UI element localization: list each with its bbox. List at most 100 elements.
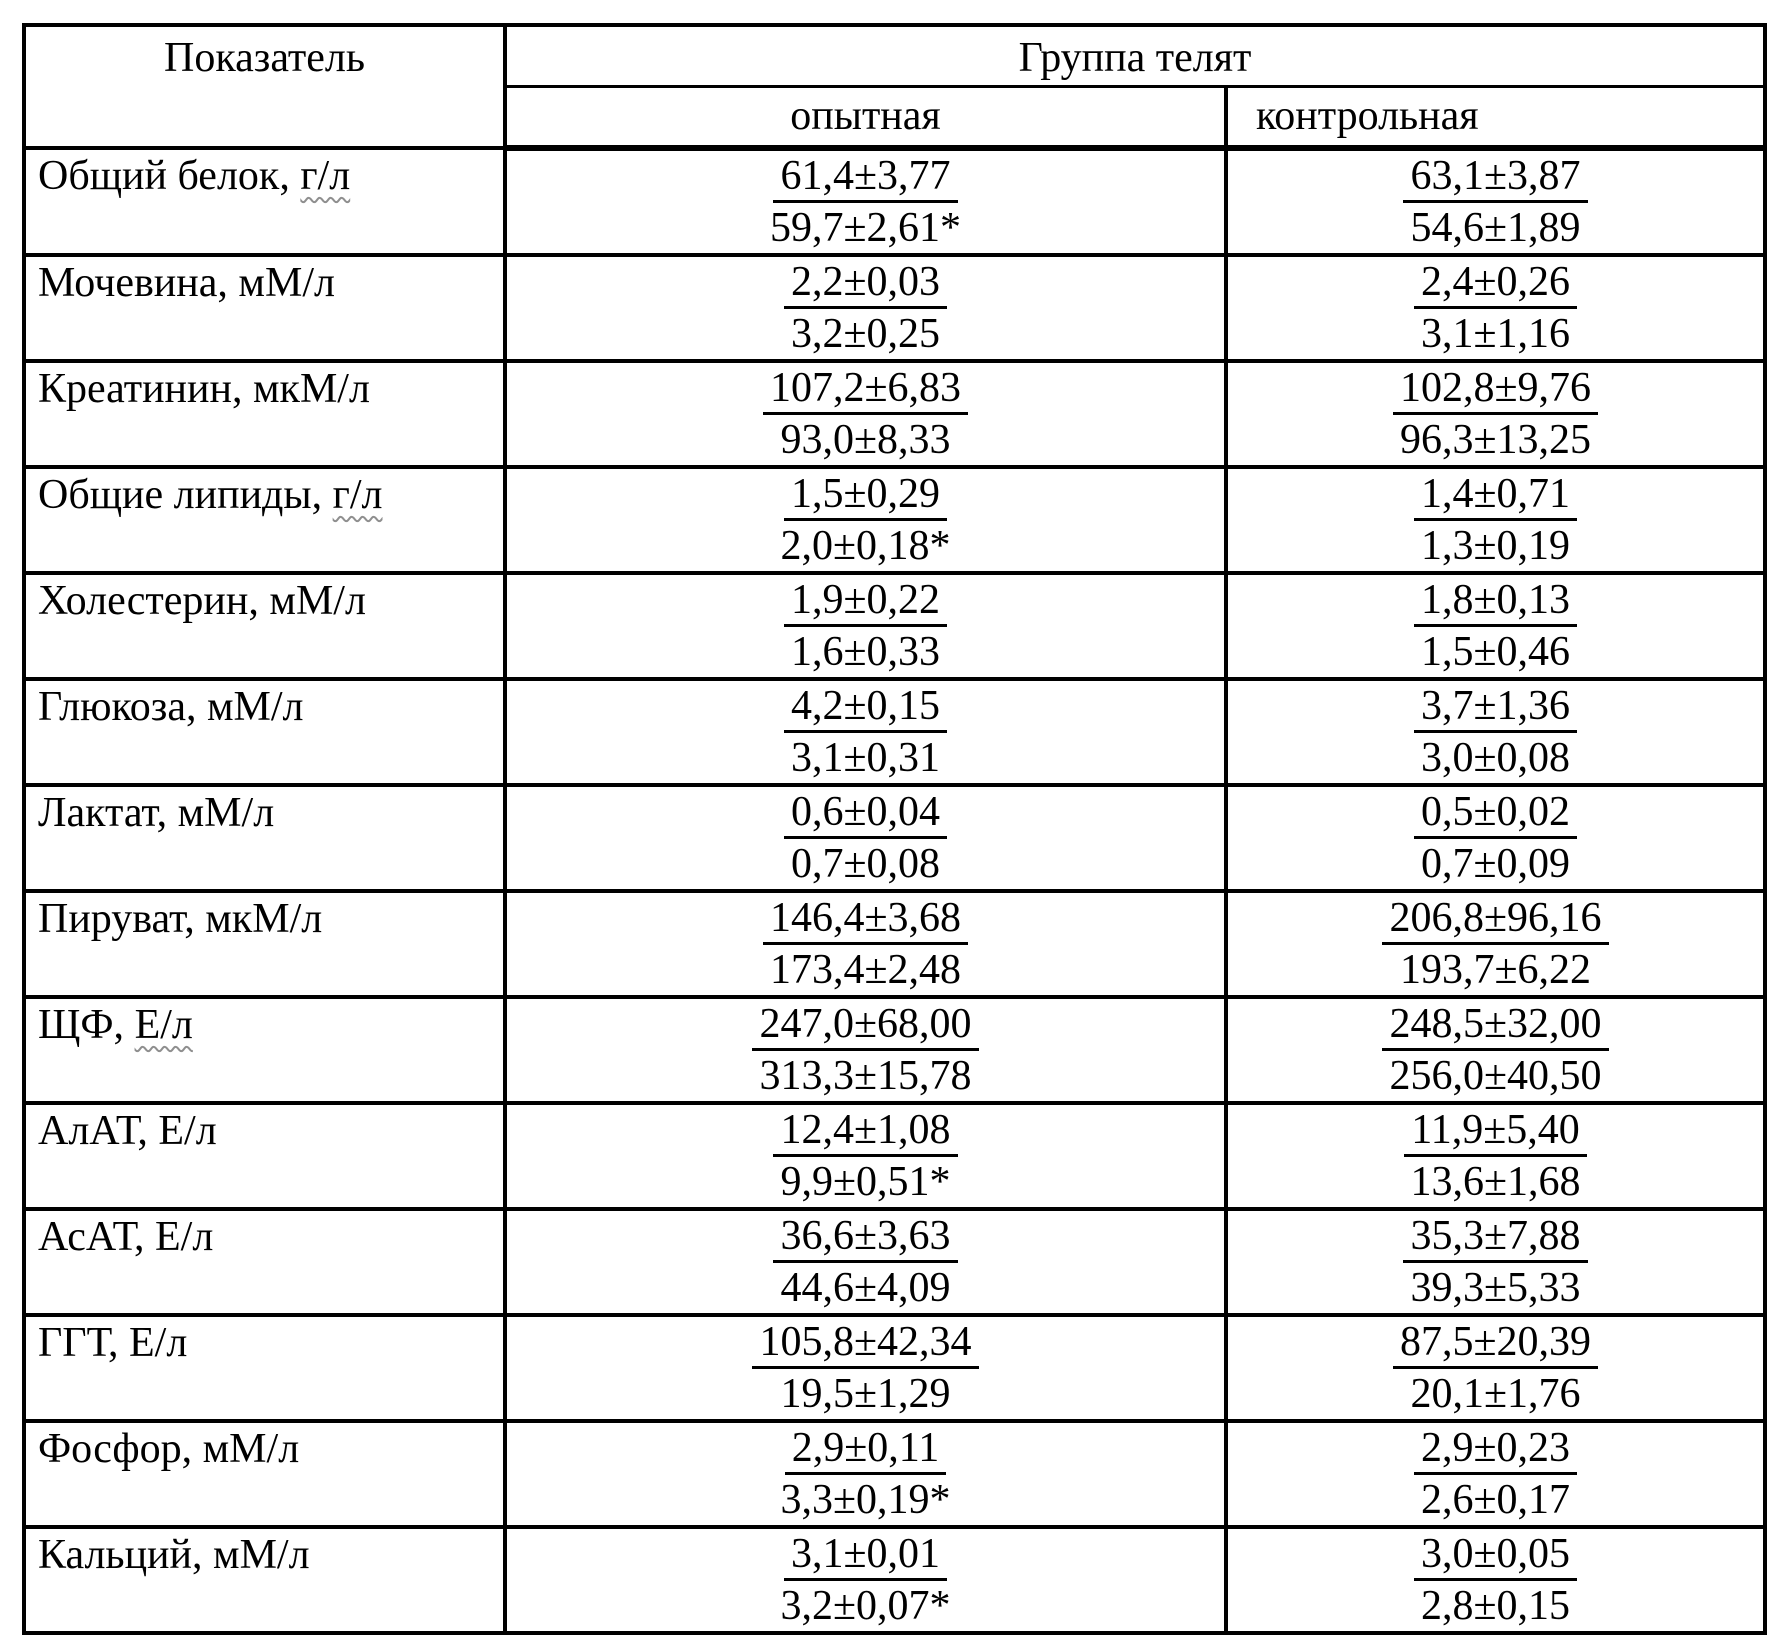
experimental-top-value: 2,9±0,11 bbox=[784, 1425, 947, 1475]
table-row: АлАТ, Е/л 12,4±1,08 9,9±0,51* 11,9±5,40 … bbox=[22, 1100, 1767, 1211]
control-value-cell: 0,5±0,02 0,7±0,09 bbox=[1224, 782, 1767, 893]
control-value-cell: 206,8±96,16 193,7±6,22 bbox=[1224, 888, 1767, 999]
experimental-bottom-value: 44,6±4,09 bbox=[780, 1264, 951, 1311]
control-bottom-value: 193,7±6,22 bbox=[1399, 946, 1592, 993]
control-top-value: 0,5±0,02 bbox=[1413, 789, 1578, 839]
indicator-cell: АсАТ, Е/л bbox=[22, 1206, 507, 1317]
experimental-value-cell: 4,2±0,15 3,1±0,31 bbox=[503, 676, 1228, 787]
table-row: Креатинин, мкМ/л 107,2±6,83 93,0±8,33 10… bbox=[22, 358, 1767, 469]
column-header-control: контрольная bbox=[1224, 85, 1767, 151]
indicator-cell: ГГТ, Е/л bbox=[22, 1312, 507, 1423]
table-row: Кальций, мМ/л 3,1±0,01 3,2±0,07* 3,0±0,0… bbox=[22, 1524, 1767, 1635]
control-top-value: 102,8±9,76 bbox=[1392, 365, 1599, 415]
indicator-unit-spellcheck: г/л bbox=[332, 471, 383, 518]
indicator-label: Креатинин, мкМ/л bbox=[38, 365, 370, 412]
table-row: ЩФ, Е/л 247,0±68,00 313,3±15,78 248,5±32… bbox=[22, 994, 1767, 1105]
control-value-cell: 87,5±20,39 20,1±1,76 bbox=[1224, 1312, 1767, 1423]
indicator-label: Кальций, мМ/л bbox=[38, 1531, 310, 1578]
experimental-bottom-value: 93,0±8,33 bbox=[780, 416, 951, 463]
column-header-indicator: Показатель bbox=[22, 23, 507, 150]
control-bottom-value: 2,8±0,15 bbox=[1420, 1582, 1571, 1629]
indicator-label: Лактат, мМ/л bbox=[38, 789, 275, 836]
experimental-top-value: 4,2±0,15 bbox=[783, 683, 948, 733]
control-value-cell: 2,4±0,26 3,1±1,16 bbox=[1224, 252, 1767, 363]
indicator-label: Холестерин, мМ/л bbox=[38, 577, 366, 624]
indicator-cell: Кальций, мМ/л bbox=[22, 1524, 507, 1635]
column-header-experimental: опытная bbox=[503, 85, 1228, 151]
experimental-value-cell: 107,2±6,83 93,0±8,33 bbox=[503, 358, 1228, 469]
experimental-value-cell: 105,8±42,34 19,5±1,29 bbox=[503, 1312, 1228, 1423]
experimental-top-value: 36,6±3,63 bbox=[773, 1213, 958, 1263]
experimental-bottom-value: 19,5±1,29 bbox=[780, 1370, 951, 1417]
experimental-top-value: 2,2±0,03 bbox=[783, 259, 948, 309]
table-row: Пируват, мкМ/л 146,4±3,68 173,4±2,48 206… bbox=[22, 888, 1767, 999]
biochemical-indicators-table: Показатель Группа телят опытная контроль… bbox=[22, 23, 1767, 1635]
control-bottom-value: 3,1±1,16 bbox=[1420, 310, 1571, 357]
experimental-value-cell: 146,4±3,68 173,4±2,48 bbox=[503, 888, 1228, 999]
indicator-unit-spellcheck: г/л bbox=[300, 152, 351, 199]
control-bottom-value: 2,6±0,17 bbox=[1420, 1476, 1571, 1523]
column-header-group: Группа телят bbox=[503, 23, 1767, 88]
experimental-top-value: 1,9±0,22 bbox=[783, 577, 948, 627]
indicator-label: Общие липиды, bbox=[38, 471, 333, 518]
control-value-cell: 1,8±0,13 1,5±0,46 bbox=[1224, 570, 1767, 681]
indicator-cell: Общий белок, г/л bbox=[22, 145, 507, 257]
indicator-label: Фосфор, мМ/л bbox=[38, 1425, 300, 1472]
control-value-cell: 2,9±0,23 2,6±0,17 bbox=[1224, 1418, 1767, 1529]
table-body: Показатель Группа телят опытная контроль… bbox=[22, 23, 1767, 1635]
control-bottom-value: 54,6±1,89 bbox=[1410, 204, 1581, 251]
experimental-value-cell: 1,5±0,29 2,0±0,18* bbox=[503, 464, 1228, 575]
indicator-cell: Пируват, мкМ/л bbox=[22, 888, 507, 999]
indicator-cell: Лактат, мМ/л bbox=[22, 782, 507, 893]
indicator-label: Глюкоза, мМ/л bbox=[38, 683, 304, 730]
control-top-value: 1,8±0,13 bbox=[1413, 577, 1578, 627]
table-row: Мочевина, мМ/л 2,2±0,03 3,2±0,25 2,4±0,2… bbox=[22, 252, 1767, 363]
indicator-label: АсАТ, Е/л bbox=[38, 1213, 214, 1260]
experimental-bottom-value: 59,7±2,61* bbox=[769, 204, 962, 251]
table-row: Лактат, мМ/л 0,6±0,04 0,7±0,08 0,5±0,02 … bbox=[22, 782, 1767, 893]
experimental-bottom-value: 2,0±0,18* bbox=[780, 522, 951, 569]
control-value-cell: 63,1±3,87 54,6±1,89 bbox=[1224, 145, 1767, 257]
control-value-cell: 35,3±7,88 39,3±5,33 bbox=[1224, 1206, 1767, 1317]
table-row: Фосфор, мМ/л 2,9±0,11 3,3±0,19* 2,9±0,23… bbox=[22, 1418, 1767, 1529]
experimental-top-value: 1,5±0,29 bbox=[783, 471, 948, 521]
header-row-top: Показатель Группа телят bbox=[22, 23, 1767, 150]
control-value-cell: 248,5±32,00 256,0±40,50 bbox=[1224, 994, 1767, 1105]
experimental-value-cell: 61,4±3,77 59,7±2,61* bbox=[503, 145, 1228, 257]
experimental-top-value: 61,4±3,77 bbox=[773, 152, 958, 203]
indicator-cell: Общие липиды, г/л bbox=[22, 464, 507, 575]
indicator-cell: Холестерин, мМ/л bbox=[22, 570, 507, 681]
control-bottom-value: 39,3±5,33 bbox=[1410, 1264, 1581, 1311]
experimental-bottom-value: 173,4±2,48 bbox=[769, 946, 962, 993]
table-row: Холестерин, мМ/л 1,9±0,22 1,6±0,33 1,8±0… bbox=[22, 570, 1767, 681]
control-top-value: 1,4±0,71 bbox=[1413, 471, 1578, 521]
experimental-value-cell: 2,2±0,03 3,2±0,25 bbox=[503, 252, 1228, 363]
experimental-bottom-value: 0,7±0,08 bbox=[790, 840, 941, 887]
experimental-top-value: 12,4±1,08 bbox=[773, 1107, 958, 1157]
indicator-cell: Глюкоза, мМ/л bbox=[22, 676, 507, 787]
control-top-value: 3,0±0,05 bbox=[1413, 1531, 1578, 1581]
experimental-value-cell: 36,6±3,63 44,6±4,09 bbox=[503, 1206, 1228, 1317]
experimental-top-value: 146,4±3,68 bbox=[762, 895, 969, 945]
indicator-unit-spellcheck: Е/л bbox=[134, 1001, 193, 1048]
indicator-label: ГГТ, Е/л bbox=[38, 1319, 188, 1366]
experimental-top-value: 105,8±42,34 bbox=[752, 1319, 979, 1369]
experimental-bottom-value: 3,1±0,31 bbox=[790, 734, 941, 781]
experimental-value-cell: 12,4±1,08 9,9±0,51* bbox=[503, 1100, 1228, 1211]
table-row: Общий белок, г/л 61,4±3,77 59,7±2,61* 63… bbox=[22, 145, 1767, 257]
experimental-bottom-value: 3,2±0,07* bbox=[780, 1582, 951, 1629]
indicator-label: ЩФ, bbox=[38, 1001, 135, 1048]
control-bottom-value: 20,1±1,76 bbox=[1410, 1370, 1581, 1417]
indicator-label: АлАТ, Е/л bbox=[38, 1107, 217, 1154]
experimental-value-cell: 3,1±0,01 3,2±0,07* bbox=[503, 1524, 1228, 1635]
experimental-bottom-value: 1,6±0,33 bbox=[790, 628, 941, 675]
control-bottom-value: 13,6±1,68 bbox=[1410, 1158, 1581, 1205]
experimental-value-cell: 1,9±0,22 1,6±0,33 bbox=[503, 570, 1228, 681]
control-value-cell: 3,0±0,05 2,8±0,15 bbox=[1224, 1524, 1767, 1635]
control-top-value: 2,9±0,23 bbox=[1413, 1425, 1578, 1475]
table-row: Глюкоза, мМ/л 4,2±0,15 3,1±0,31 3,7±1,36… bbox=[22, 676, 1767, 787]
table-row: Общие липиды, г/л 1,5±0,29 2,0±0,18* 1,4… bbox=[22, 464, 1767, 575]
experimental-bottom-value: 9,9±0,51* bbox=[780, 1158, 951, 1205]
control-top-value: 63,1±3,87 bbox=[1403, 152, 1588, 203]
table-row: АсАТ, Е/л 36,6±3,63 44,6±4,09 35,3±7,88 … bbox=[22, 1206, 1767, 1317]
